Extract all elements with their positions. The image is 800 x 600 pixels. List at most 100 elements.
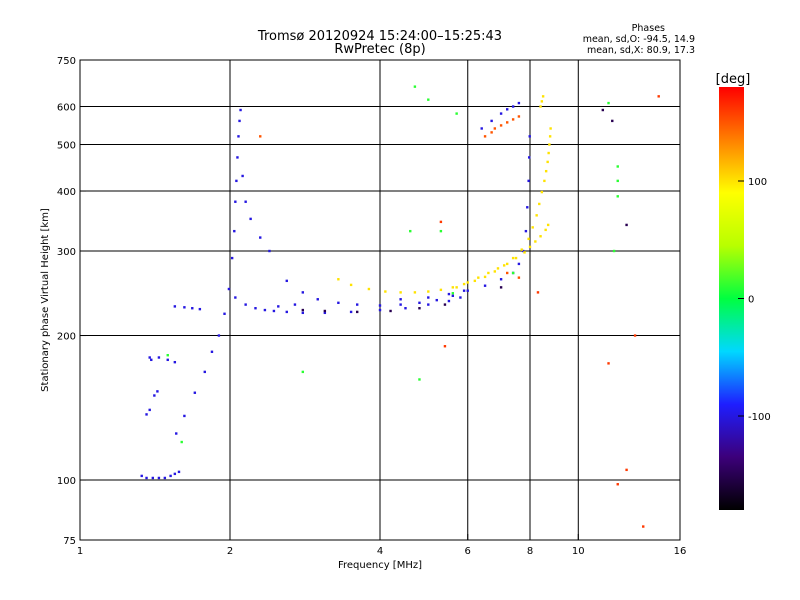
data-point [505,121,509,124]
data-point [177,470,181,474]
data-point [349,283,353,287]
data-point [316,298,319,301]
data-point [462,282,466,286]
data-point [527,179,530,183]
data-point [418,378,421,381]
data-point [233,229,236,233]
data-point [249,217,252,221]
data-point [490,119,493,123]
data-point [483,284,487,287]
data-point [511,105,515,108]
data-point [611,119,614,123]
data-point [427,296,430,299]
data-point [526,206,529,209]
data-point [607,362,610,365]
data-point [601,108,605,112]
data-point [521,249,525,253]
data-point [642,525,645,528]
data-point [378,308,382,312]
data-point [173,472,177,476]
data-point [413,291,417,294]
data-point [285,310,288,314]
data-point [517,262,521,266]
data-point [427,303,430,306]
data-point [418,301,421,305]
data-point [439,288,443,292]
data-point [439,229,443,233]
data-point [527,237,530,241]
data-point [198,307,202,311]
data-point [455,286,458,289]
data-point [451,292,455,295]
x-tick-label: 6 [465,546,471,557]
data-point [548,143,551,146]
data-point [625,223,628,227]
data-point [151,476,155,480]
data-point [496,267,500,270]
phase-stats-x: mean, sd,X: 80.9, 17.3 [587,45,695,56]
data-point [499,278,503,281]
data-point [616,165,619,168]
data-point [323,311,327,315]
data-point [236,156,239,159]
data-point [499,112,503,115]
data-point [524,229,528,233]
data-point [607,101,610,105]
data-point [277,305,280,308]
data-point [367,287,371,291]
data-point [244,303,247,306]
data-point [443,303,447,306]
data-point [384,290,387,293]
x-tick-label: 1 [77,546,83,557]
data-point [612,249,616,253]
data-point [203,370,206,374]
data-point [439,220,443,224]
data-point [539,105,542,108]
y-tick-label: 300 [57,247,76,258]
y-tick-label: 100 [57,476,76,487]
data-point [514,256,518,260]
data-point [528,245,532,249]
data-point [235,179,238,183]
data-point [531,226,534,229]
data-point [418,307,421,310]
data-point [169,474,172,478]
data-point [191,307,194,310]
data-point [163,476,167,480]
data-point [547,151,550,155]
data-point [254,307,257,310]
data-point [293,303,297,306]
data-point [487,271,490,275]
data-point [517,276,521,279]
data-point [517,115,521,118]
data-point [301,308,305,312]
data-point [173,305,177,308]
data-point [263,308,267,312]
data-point [523,251,526,254]
data-point [443,345,447,348]
data-point [145,413,148,416]
data-point [447,299,451,303]
data-point [238,119,241,123]
data-point [517,101,521,105]
data-point [546,160,549,164]
y-axis-label: Stationary phase Virtual Height [km] [40,208,51,392]
data-point [427,98,430,101]
chart-title: Tromsø 20120924 15:24:00–15:25:43 [257,29,502,44]
data-point [272,309,276,313]
data-point [616,483,619,486]
data-point [511,256,515,260]
data-point [493,270,497,273]
data-point [544,228,547,232]
data-point [301,370,305,374]
chart-subtitle: RwPretec (8p) [334,42,425,57]
data-point [538,202,541,206]
data-point [148,408,151,412]
data-point [473,279,477,283]
data-point [520,248,523,251]
colorbar-tick-label: -100 [748,412,771,423]
data-point [355,303,359,306]
data-point [490,131,493,134]
x-axis-ticks: 1 2 4 6 8 10 16 [77,534,686,557]
data-point [462,289,466,292]
